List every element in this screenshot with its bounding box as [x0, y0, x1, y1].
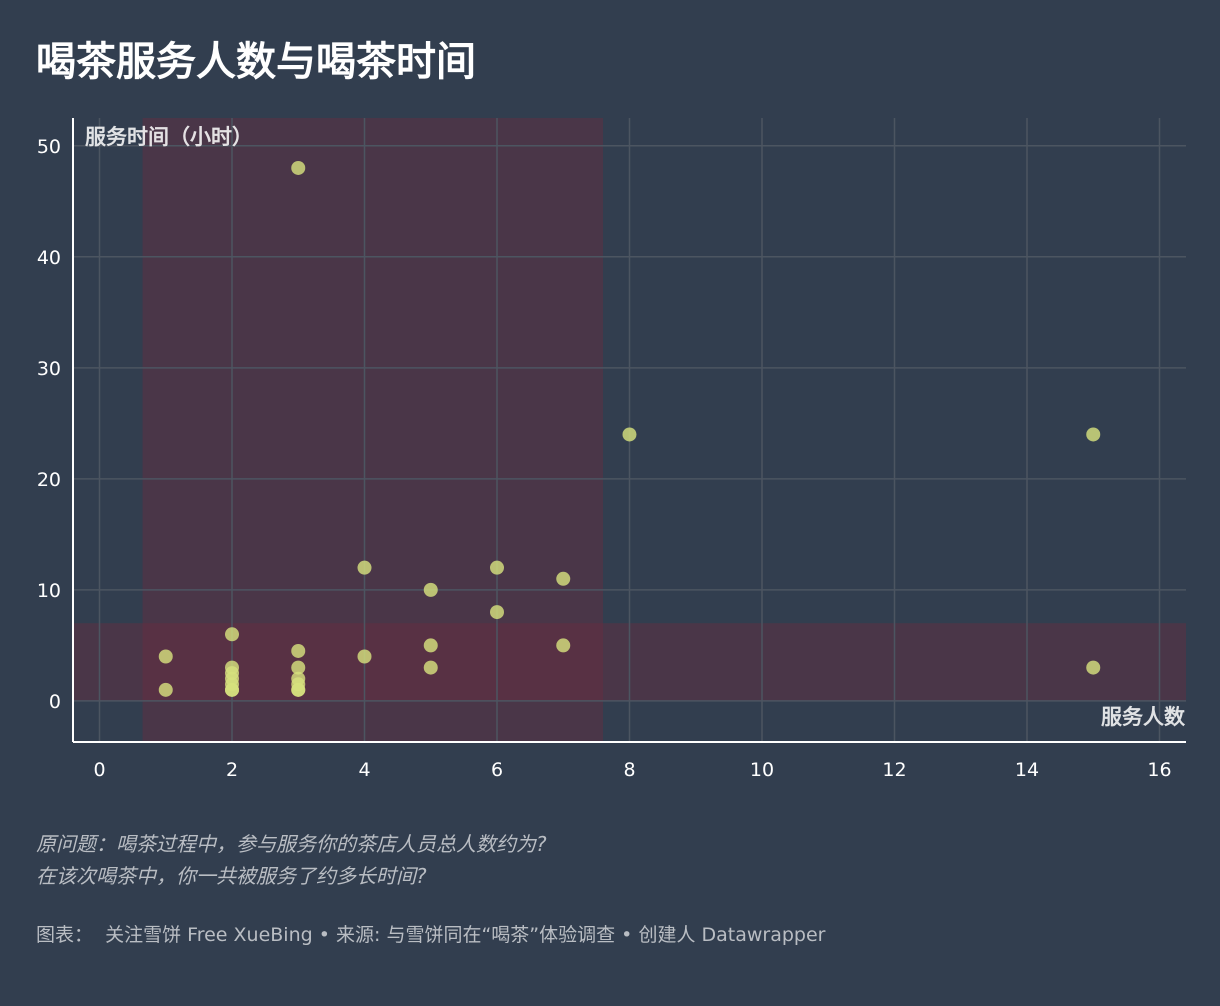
x-tick-label: 14 [1015, 759, 1039, 781]
data-point [357, 649, 372, 664]
data-point [490, 560, 504, 575]
x-tick-label: 6 [491, 759, 503, 781]
y-tick-label: 10 [37, 580, 61, 602]
x-tick-label: 0 [93, 759, 105, 781]
data-point [423, 660, 438, 675]
y-axis-title: 服务时间（小时） [85, 125, 253, 149]
footer-credits: 图表： 关注雪饼 Free XueBing • 来源: 与雪饼同在“喝茶”体验调… [36, 920, 825, 947]
x-tick-label: 2 [226, 759, 238, 781]
footer-chart-label: 图表： [36, 924, 94, 946]
footer-source-label: 来源: [335, 924, 381, 946]
highlight-bands [73, 118, 1186, 742]
x-tick-label: 4 [358, 759, 370, 781]
axes [72, 118, 1186, 743]
x-tick-label: 16 [1147, 759, 1171, 781]
y-tick-label: 40 [37, 247, 61, 269]
question-notes: 原问题：喝茶过程中，参与服务你的茶店人员总人数约为? 在该次喝茶中，你一共被服务… [36, 828, 547, 892]
data-point [225, 627, 239, 642]
note-line-2: 在该次喝茶中，你一共被服务了约多长时间? [36, 864, 427, 888]
y-tick-label: 0 [49, 691, 61, 713]
data-point [158, 649, 173, 664]
x-tick-label: 10 [750, 759, 774, 781]
tick-labels: 0 2 4 6 8 10 12 14 16 0 10 20 30 40 50 [37, 136, 1172, 781]
x-axis-title: 服务人数 [1101, 705, 1186, 729]
data-point [291, 660, 306, 675]
data-point [357, 560, 372, 575]
y-tick-label: 50 [37, 136, 61, 158]
data-point [291, 682, 306, 697]
x-tick-label: 8 [623, 759, 635, 781]
highlight-band [142, 118, 603, 742]
footer-chart-author[interactable]: 关注雪饼 Free XueBing [105, 924, 313, 946]
note-line-1: 原问题：喝茶过程中，参与服务你的茶店人员总人数约为? [36, 832, 547, 856]
footer-creator[interactable]: 创建人 Datawrapper [638, 924, 826, 946]
chart-title: 喝茶服务人数与喝茶时间 [36, 39, 476, 85]
data-point [556, 638, 571, 653]
data-point [158, 682, 173, 697]
data-point [490, 605, 504, 620]
data-point [291, 160, 306, 175]
footer-separator: • [621, 924, 633, 946]
data-point [556, 571, 571, 586]
data-point [423, 638, 438, 653]
y-tick-label: 20 [37, 469, 61, 491]
footer-separator: • [318, 924, 330, 946]
scatter-plot: 0 2 4 6 8 10 12 14 16 0 10 20 30 40 50 服务时间（小时） 服务人数 [37, 118, 1186, 781]
data-points [158, 160, 1101, 697]
data-point [1086, 660, 1101, 675]
x-tick-label: 12 [882, 759, 906, 781]
data-point [225, 682, 239, 697]
data-point [423, 582, 438, 597]
data-point [1086, 427, 1101, 442]
data-point [622, 427, 637, 442]
footer-source: 与雪饼同在“喝茶”体验调查 [386, 924, 616, 946]
data-point [291, 643, 306, 658]
y-tick-label: 30 [37, 358, 61, 380]
